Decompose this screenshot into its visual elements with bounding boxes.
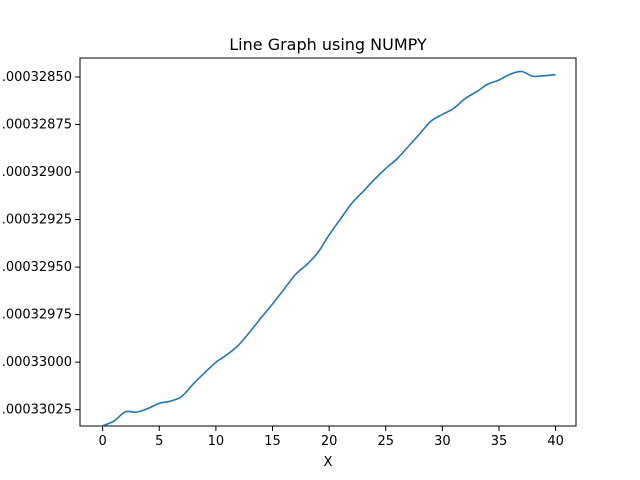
x-tick-label: 35: [491, 434, 508, 449]
x-tick-label: 0: [99, 434, 107, 449]
y-tick-label: .00032900: [2, 165, 72, 180]
y-tick-label: .00032925: [2, 213, 72, 228]
x-axis-ticks: 0 5 10 15 20 25 30 35 40: [99, 426, 564, 449]
chart-title: Line Graph using NUMPY: [229, 35, 427, 54]
x-tick-label: 15: [264, 434, 281, 449]
y-tick-label: .00032950: [2, 260, 72, 275]
y-tick-label: .00033025: [2, 403, 72, 418]
x-tick-label: 40: [547, 434, 564, 449]
series-layer: [102, 70, 556, 427]
x-tick-label: 30: [434, 434, 451, 449]
x-axis-label: X: [324, 455, 333, 470]
x-tick-label: 5: [155, 434, 163, 449]
plot-area-frame: [79, 57, 577, 427]
x-tick-label: 20: [321, 434, 338, 449]
y-tick-label: .00032975: [2, 308, 72, 323]
y-axis-ticks: .00032850 .00032875 .00032900 .00032925 .000…: [2, 70, 80, 418]
x-tick-label: 10: [208, 434, 225, 449]
x-tick-label: 25: [377, 434, 394, 449]
series-line: [102, 70, 556, 427]
y-tick-label: .00033000: [2, 355, 72, 370]
y-tick-label: .00032850: [2, 70, 72, 85]
y-tick-label: .00032875: [2, 118, 72, 133]
